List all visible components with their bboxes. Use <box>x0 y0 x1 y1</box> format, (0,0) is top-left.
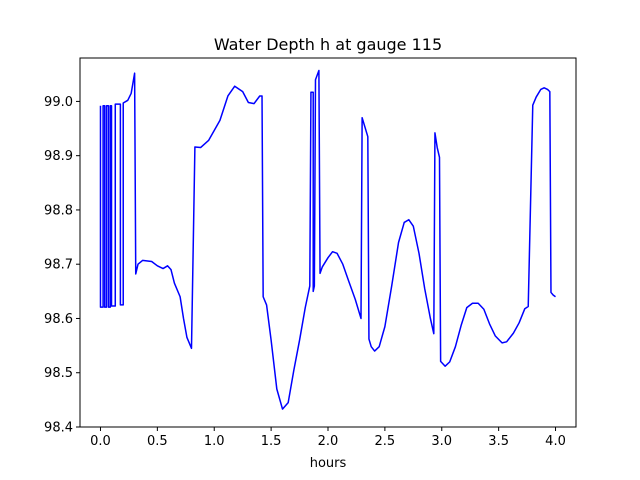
x-tick-label: 4.0 <box>545 434 566 449</box>
y-tick-label: 98.9 <box>44 149 73 164</box>
x-tick-label: 3.5 <box>488 434 509 449</box>
x-tick-label: 2.5 <box>375 434 396 449</box>
y-tick-label: 98.4 <box>44 421 73 436</box>
chart-title: Water Depth h at gauge 115 <box>214 35 442 54</box>
x-tick-label: 1.5 <box>261 434 282 449</box>
y-tick-label: 98.7 <box>44 258 73 273</box>
x-axis-label: hours <box>310 456 347 471</box>
y-tick-label: 99.0 <box>44 95 73 110</box>
y-tick-label: 98.5 <box>44 366 73 381</box>
y-tick-label: 98.6 <box>44 312 73 327</box>
x-tick-label: 3.0 <box>431 434 452 449</box>
y-tick-label: 98.8 <box>44 203 73 218</box>
x-tick-label: 1.0 <box>204 434 225 449</box>
x-tick-label: 0.5 <box>147 434 168 449</box>
x-tick-label: 0.0 <box>90 434 111 449</box>
x-tick-label: 2.0 <box>318 434 339 449</box>
series-line-0 <box>99 69 556 410</box>
plot-area: 0.0 0.5 1.0 1.5 2.0 2.5 3.0 3.5 4.0 98.4 98.5 98.6 9… <box>44 57 577 449</box>
